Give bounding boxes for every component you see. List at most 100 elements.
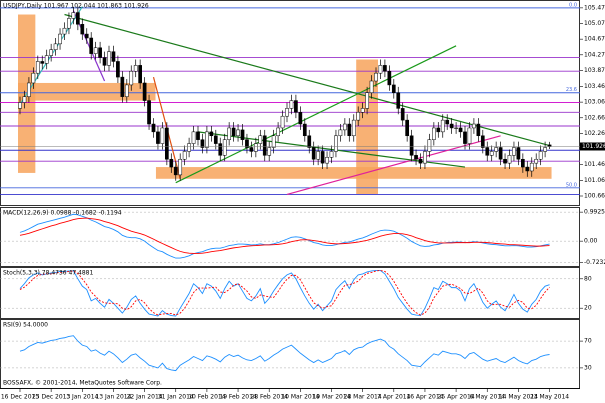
candle-body: [356, 112, 361, 121]
candle-body: [218, 143, 223, 156]
panel-title: USDJPY,Daily 101.967 102.044 101.863 101…: [3, 3, 149, 10]
candle-body: [458, 127, 463, 133]
x-tick-label: 10 Feb 2014: [188, 394, 226, 401]
trend-line: [64, 13, 550, 147]
candle-body: [280, 115, 285, 129]
candle-body: [391, 84, 396, 93]
candle-body: [476, 123, 481, 137]
x-tick-label: 14 May 2014: [499, 394, 538, 401]
candle-body: [53, 43, 58, 50]
candle-body: [116, 61, 120, 78]
candle-body: [320, 151, 325, 164]
candle-body: [387, 70, 392, 86]
x-tick-label: 7 Apr 2014: [377, 394, 410, 401]
fib-label: 0.0: [569, 2, 577, 8]
candle-body: [262, 135, 267, 156]
candle-body: [494, 147, 498, 152]
candle-body: [485, 147, 490, 156]
candle-body: [538, 151, 543, 160]
candle-body: [182, 151, 187, 160]
x-tick-label: 23 May 2014: [530, 394, 569, 401]
panel-title: MACD(12,26,9) 0.0988 -0.1682 -0.1194: [3, 210, 122, 217]
candle-body: [347, 123, 352, 137]
y-tick-label: 101.060: [584, 177, 605, 184]
candle-body: [507, 155, 512, 164]
candle-body: [516, 147, 521, 160]
candle-body: [360, 108, 365, 113]
candle-body: [343, 123, 347, 131]
candle-body: [449, 123, 454, 129]
candle-body: [445, 119, 450, 125]
y-tick-label: 0.9925: [584, 209, 605, 216]
candle-body: [111, 51, 116, 62]
y-tick-label: 103.460: [584, 83, 605, 90]
candle-body: [311, 147, 316, 160]
candle-body: [467, 127, 472, 144]
candle-body: [400, 108, 405, 121]
candle-body: [440, 119, 445, 133]
candle-body: [129, 70, 134, 86]
candle-body: [178, 158, 183, 176]
candle-body: [124, 84, 129, 97]
candle-body: [40, 61, 45, 64]
candle-body: [405, 119, 409, 137]
candle-body: [31, 72, 36, 84]
candle-body: [302, 123, 307, 137]
candle-body: [369, 80, 374, 93]
candle-body: [62, 27, 67, 35]
candle-body: [334, 135, 338, 152]
candle-body: [436, 127, 441, 133]
candle-body: [27, 82, 31, 97]
candle-body: [294, 100, 298, 113]
x-tick-label: 10 Mar 2014: [281, 394, 319, 401]
y-tick-label: 103.870: [584, 67, 605, 74]
candle-body: [98, 47, 102, 58]
price-label: 101.926: [582, 143, 605, 150]
candle-body: [271, 135, 276, 148]
candle-body: [512, 147, 516, 156]
series-line: [19, 213, 550, 259]
candle-body: [534, 158, 539, 164]
x-tick-label: 25 Dec 2013: [32, 394, 71, 401]
fib-label: 23.6: [566, 87, 577, 93]
x-tick-label: 19 Feb 2014: [219, 394, 257, 401]
candle-body: [276, 127, 280, 137]
candle-body: [227, 127, 232, 140]
x-tick-label: 19 Mar 2014: [312, 394, 350, 401]
x-tick-label: 3 Jan 2014: [66, 394, 98, 401]
candle-body: [22, 96, 27, 103]
panel-title: Stoch(5,3,3) 78.4736 47.4881: [3, 270, 94, 277]
candle-body: [102, 57, 107, 66]
candle-body: [222, 139, 227, 156]
candle-body: [18, 102, 22, 109]
candle-body: [236, 129, 240, 137]
candle-body: [245, 139, 249, 148]
candle-body: [414, 155, 418, 160]
y-tick-label: 105.470: [584, 4, 605, 11]
candle-body: [383, 65, 387, 72]
candle-body: [338, 129, 343, 137]
y-tick-label: 104.670: [584, 36, 605, 43]
candle-body: [472, 123, 476, 129]
candle-body: [267, 147, 272, 156]
y-tick-label: 101.460: [584, 161, 605, 168]
candle-body: [209, 131, 214, 137]
y-tick-label: 30: [584, 364, 592, 371]
candle-body: [191, 131, 196, 144]
x-tick-label: 13 Jan 2014: [95, 394, 131, 401]
candle-body: [44, 55, 49, 64]
candle-body: [231, 127, 236, 137]
series-line: [19, 270, 550, 317]
candle-body: [254, 143, 258, 152]
candle-body: [289, 100, 294, 109]
zone: [18, 82, 156, 101]
candle-body: [84, 33, 89, 39]
candle-body: [200, 139, 205, 148]
candle-body: [378, 65, 383, 74]
candle-body: [147, 100, 151, 125]
candle-body: [89, 37, 94, 54]
candle-body: [418, 158, 423, 164]
candle-body: [249, 147, 254, 152]
candle-body: [454, 127, 458, 129]
candle-body: [120, 76, 125, 97]
